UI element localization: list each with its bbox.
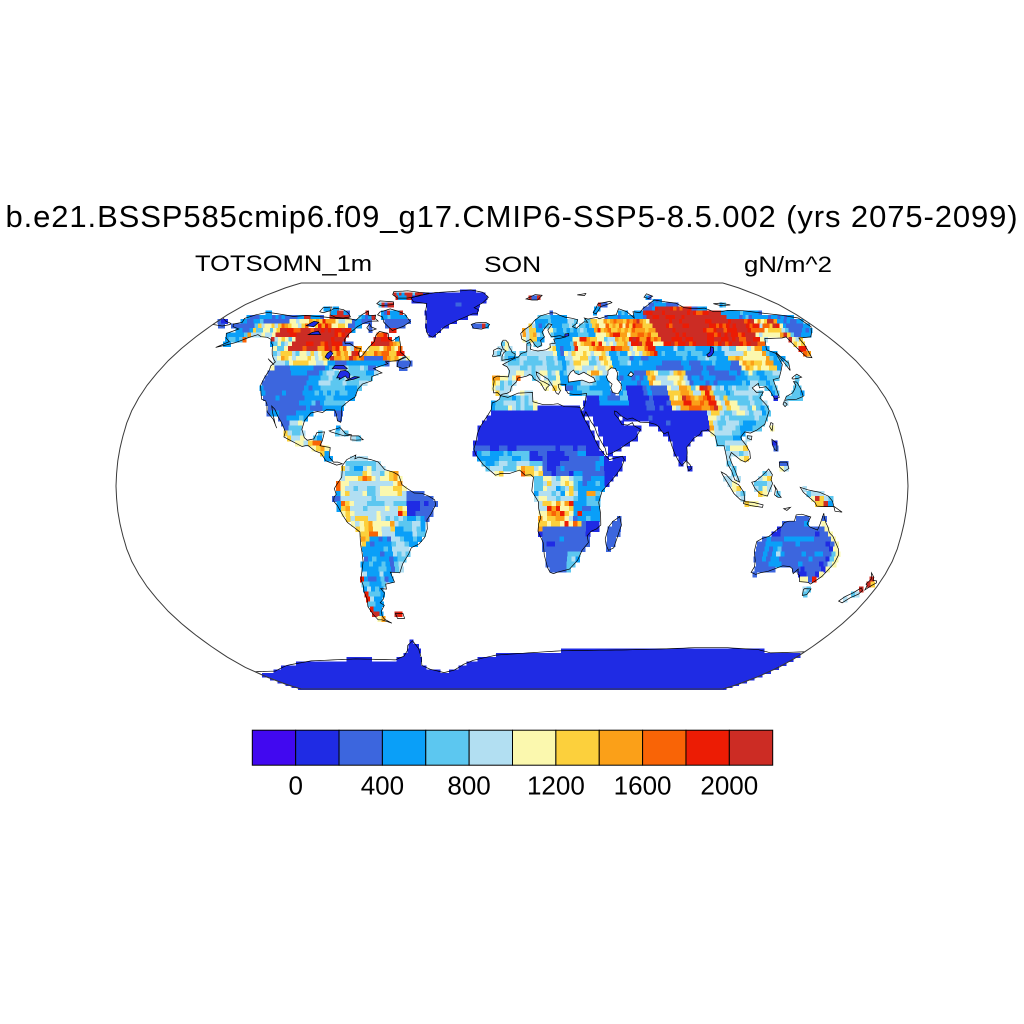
- svg-text:400: 400: [361, 771, 404, 801]
- svg-text:800: 800: [447, 771, 490, 801]
- svg-text:0: 0: [288, 771, 302, 801]
- svg-text:2000: 2000: [700, 771, 758, 801]
- svg-text:1600: 1600: [614, 771, 672, 801]
- svg-text:1200: 1200: [527, 771, 585, 801]
